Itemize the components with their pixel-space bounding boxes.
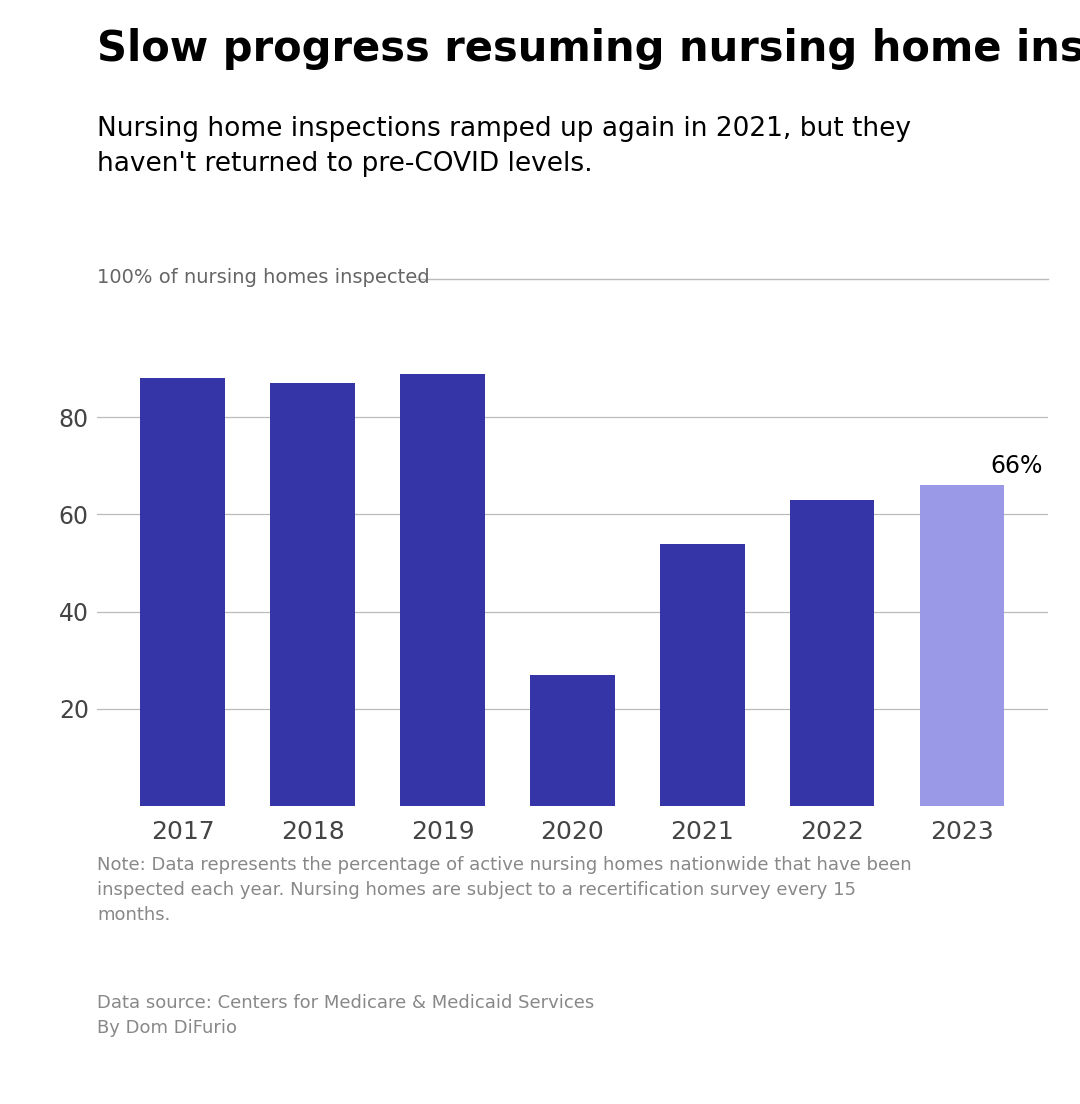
Bar [401, 373, 485, 806]
Text: 66%: 66% [990, 454, 1043, 478]
Text: Nursing home inspections ramped up again in 2021, but they
haven't returned to p: Nursing home inspections ramped up again… [97, 116, 912, 177]
Bar [530, 675, 615, 806]
Text: Slow progress resuming nursing home inspections: Slow progress resuming nursing home insp… [97, 28, 1080, 70]
Text: 100% of nursing homes inspected: 100% of nursing homes inspected [97, 268, 430, 287]
Text: Data source: Centers for Medicare & Medicaid Services
By Dom DiFurio: Data source: Centers for Medicare & Medi… [97, 994, 594, 1037]
Bar [920, 486, 1004, 806]
Bar [791, 500, 875, 806]
Bar [140, 379, 225, 806]
Text: Note: Data represents the percentage of active nursing homes nationwide that hav: Note: Data represents the percentage of … [97, 856, 912, 924]
Bar [660, 543, 744, 806]
Bar [270, 383, 354, 806]
